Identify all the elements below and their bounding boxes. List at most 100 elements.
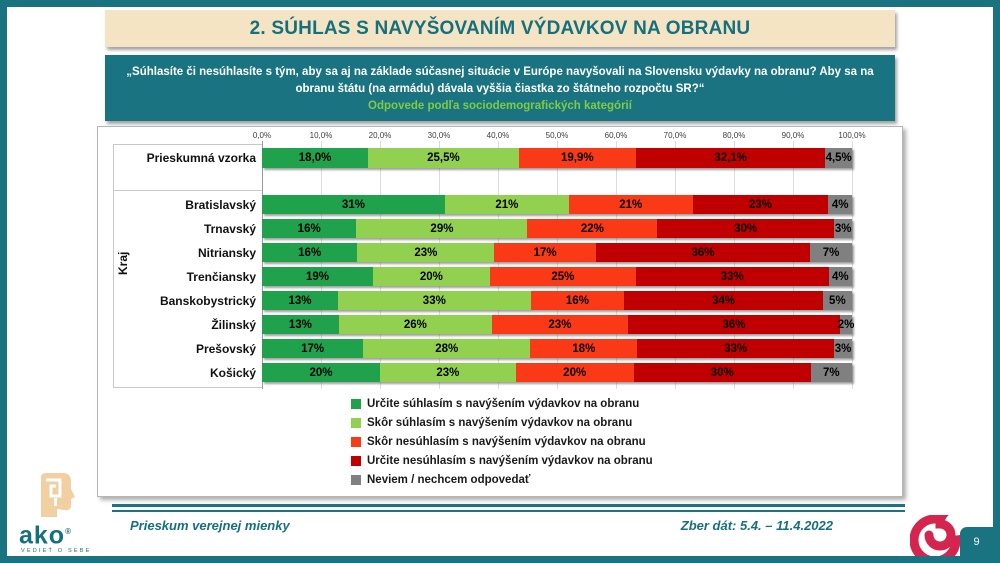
spiral-logo-icon	[910, 515, 960, 556]
bar-segment: 16%	[262, 219, 357, 238]
x-tick-label: 70,0%	[663, 131, 687, 140]
page-number-tab: 9	[960, 527, 993, 556]
legend-swatch-icon	[351, 436, 361, 447]
stacked-bar: 13% 33% 16% 34% 5%	[262, 291, 852, 310]
bar-segment: 16%	[530, 291, 625, 310]
legend-item: Skôr súhlasím s navýšením výdavkov na ob…	[351, 413, 653, 432]
bar-segment: 34%	[624, 291, 823, 310]
bar-segment: 31%	[262, 195, 445, 214]
category-axis-bracket	[113, 387, 262, 388]
bar-segment: 7%	[810, 363, 852, 382]
bar-segment: 25%	[489, 267, 636, 286]
bar-value-label: 26%	[403, 318, 427, 331]
ako-wordmark: ako®	[19, 521, 72, 550]
bar-value-label: 7%	[823, 366, 840, 379]
gridline	[616, 141, 617, 389]
x-tick-label: 50,0%	[545, 131, 569, 140]
bar-value-label: 32,1%	[714, 152, 748, 164]
footer-date-range: Zber dát: 5.4. – 11.4.2022	[680, 518, 833, 533]
bar-value-label: 20%	[309, 366, 333, 379]
bar-segment: 30%	[657, 219, 835, 238]
ako-motto: VEDIEŤ O SEBE	[21, 548, 92, 555]
legend-item: Určite súhlasím s navýšením výdavkov na …	[351, 394, 653, 413]
bar-value-label: 17%	[533, 246, 557, 259]
legend-swatch-icon	[351, 474, 361, 485]
bar-segment: 13%	[262, 291, 338, 310]
category-label: Prieskumná vzorka	[146, 151, 256, 165]
bar-value-label: 2%	[837, 318, 855, 331]
legend-label: Určite súhlasím s navýšením výdavkov na …	[367, 397, 640, 410]
bar-segment: 2%	[837, 315, 855, 334]
gridline	[321, 141, 322, 389]
bar-segment: 23%	[357, 243, 495, 262]
bar-segment: 18%	[530, 339, 638, 358]
category-axis-bracket	[113, 144, 262, 145]
slide-title-bar: 2. SÚHLAS S NAVYŠOVANÍM VÝDAVKOV NA OBRA…	[105, 10, 895, 47]
bar-segment: 36%	[595, 243, 811, 262]
bar-segment: 23%	[492, 315, 628, 334]
bar-value-label: 31%	[341, 198, 365, 211]
stacked-bar: 16% 29% 22% 30% 3%	[262, 219, 852, 238]
bar-segment: 4%	[828, 195, 852, 214]
bar-segment: 17%	[494, 243, 596, 262]
x-tick-label: 20,0%	[368, 131, 392, 140]
x-tick-label: 60,0%	[604, 131, 628, 140]
footer-survey-label: Prieskum verejnej mienky	[130, 518, 290, 533]
legend-label: Určite nesúhlasím s navýšením výdavkov n…	[367, 454, 653, 467]
bar-segment: 3%	[834, 219, 852, 238]
bar-value-label: 4%	[831, 270, 849, 283]
bar-segment: 5%	[822, 291, 852, 310]
bar-segment: 21%	[444, 195, 569, 214]
legend-label: Neviem / nechcem odpovedať	[367, 473, 531, 486]
bar-value-label: 23%	[414, 246, 438, 259]
stacked-bar: 20% 23% 20% 30% 7%	[262, 363, 852, 382]
bar-segment: 22%	[527, 219, 658, 238]
bar-segment: 30%	[633, 363, 811, 382]
category-label: Prešovský	[195, 341, 256, 356]
bar-value-label: 23%	[436, 366, 460, 379]
bar-segment: 17%	[262, 339, 364, 358]
bar-value-label: 36%	[691, 246, 715, 259]
x-tick-label: 0,0%	[252, 131, 272, 140]
bar-value-label: 28%	[435, 342, 459, 355]
ako-head-icon	[41, 473, 75, 517]
gridline	[498, 141, 499, 389]
bar-segment: 20%	[262, 363, 380, 382]
legend-item: Neviem / nechcem odpovedať	[351, 470, 653, 489]
bar-value-label: 33%	[422, 294, 446, 307]
legend-swatch-icon	[351, 417, 361, 428]
gridline	[557, 141, 558, 389]
bar-value-label: 18,0%	[298, 152, 332, 164]
footer-divider-thin	[112, 510, 905, 512]
bar-value-label: 16%	[298, 246, 322, 259]
gridline	[380, 141, 381, 389]
category-label: Banskobystrický	[159, 293, 256, 308]
bar-segment: 4,5%	[825, 148, 852, 168]
footer-divider	[112, 504, 905, 507]
legend-item: Určite nesúhlasím s navýšením výdavkov n…	[351, 451, 653, 470]
bar-value-label: 21%	[619, 198, 643, 211]
bar-segment: 19%	[262, 267, 373, 286]
category-label: Žilinský	[211, 317, 256, 332]
bar-value-label: 23%	[749, 198, 773, 211]
legend-swatch-icon	[351, 398, 361, 409]
stacked-bar: 16% 23% 17% 36% 7%	[262, 243, 852, 262]
stacked-bar: 17% 28% 18% 33% 3%	[262, 339, 852, 358]
stacked-bar: 18,0% 25,5% 19,9% 32,1% 4,5%	[262, 148, 852, 168]
page-number: 9	[973, 535, 980, 548]
legend-label: Skôr súhlasím s navýšením výdavkov na ob…	[367, 416, 633, 429]
legend-item: Skôr nesúhlasím s navýšením výdavkov na …	[351, 432, 653, 451]
bar-value-label: 5%	[829, 294, 846, 307]
gridline	[675, 141, 676, 389]
stacked-bar: 31% 21% 21% 23% 4%	[262, 195, 852, 214]
stacked-bar: 19% 20% 25% 33% 4%	[262, 267, 852, 286]
bar-segment: 33%	[637, 339, 835, 358]
bar-value-label: 36%	[722, 318, 746, 331]
x-tick-label: 100,0%	[838, 131, 866, 140]
bar-value-label: 3%	[834, 222, 852, 235]
stacked-bar: 13% 26% 23% 36% 2%	[262, 315, 855, 334]
x-tick-label: 10,0%	[309, 131, 333, 140]
bar-value-label: 34%	[711, 294, 735, 307]
gridline	[793, 141, 794, 389]
